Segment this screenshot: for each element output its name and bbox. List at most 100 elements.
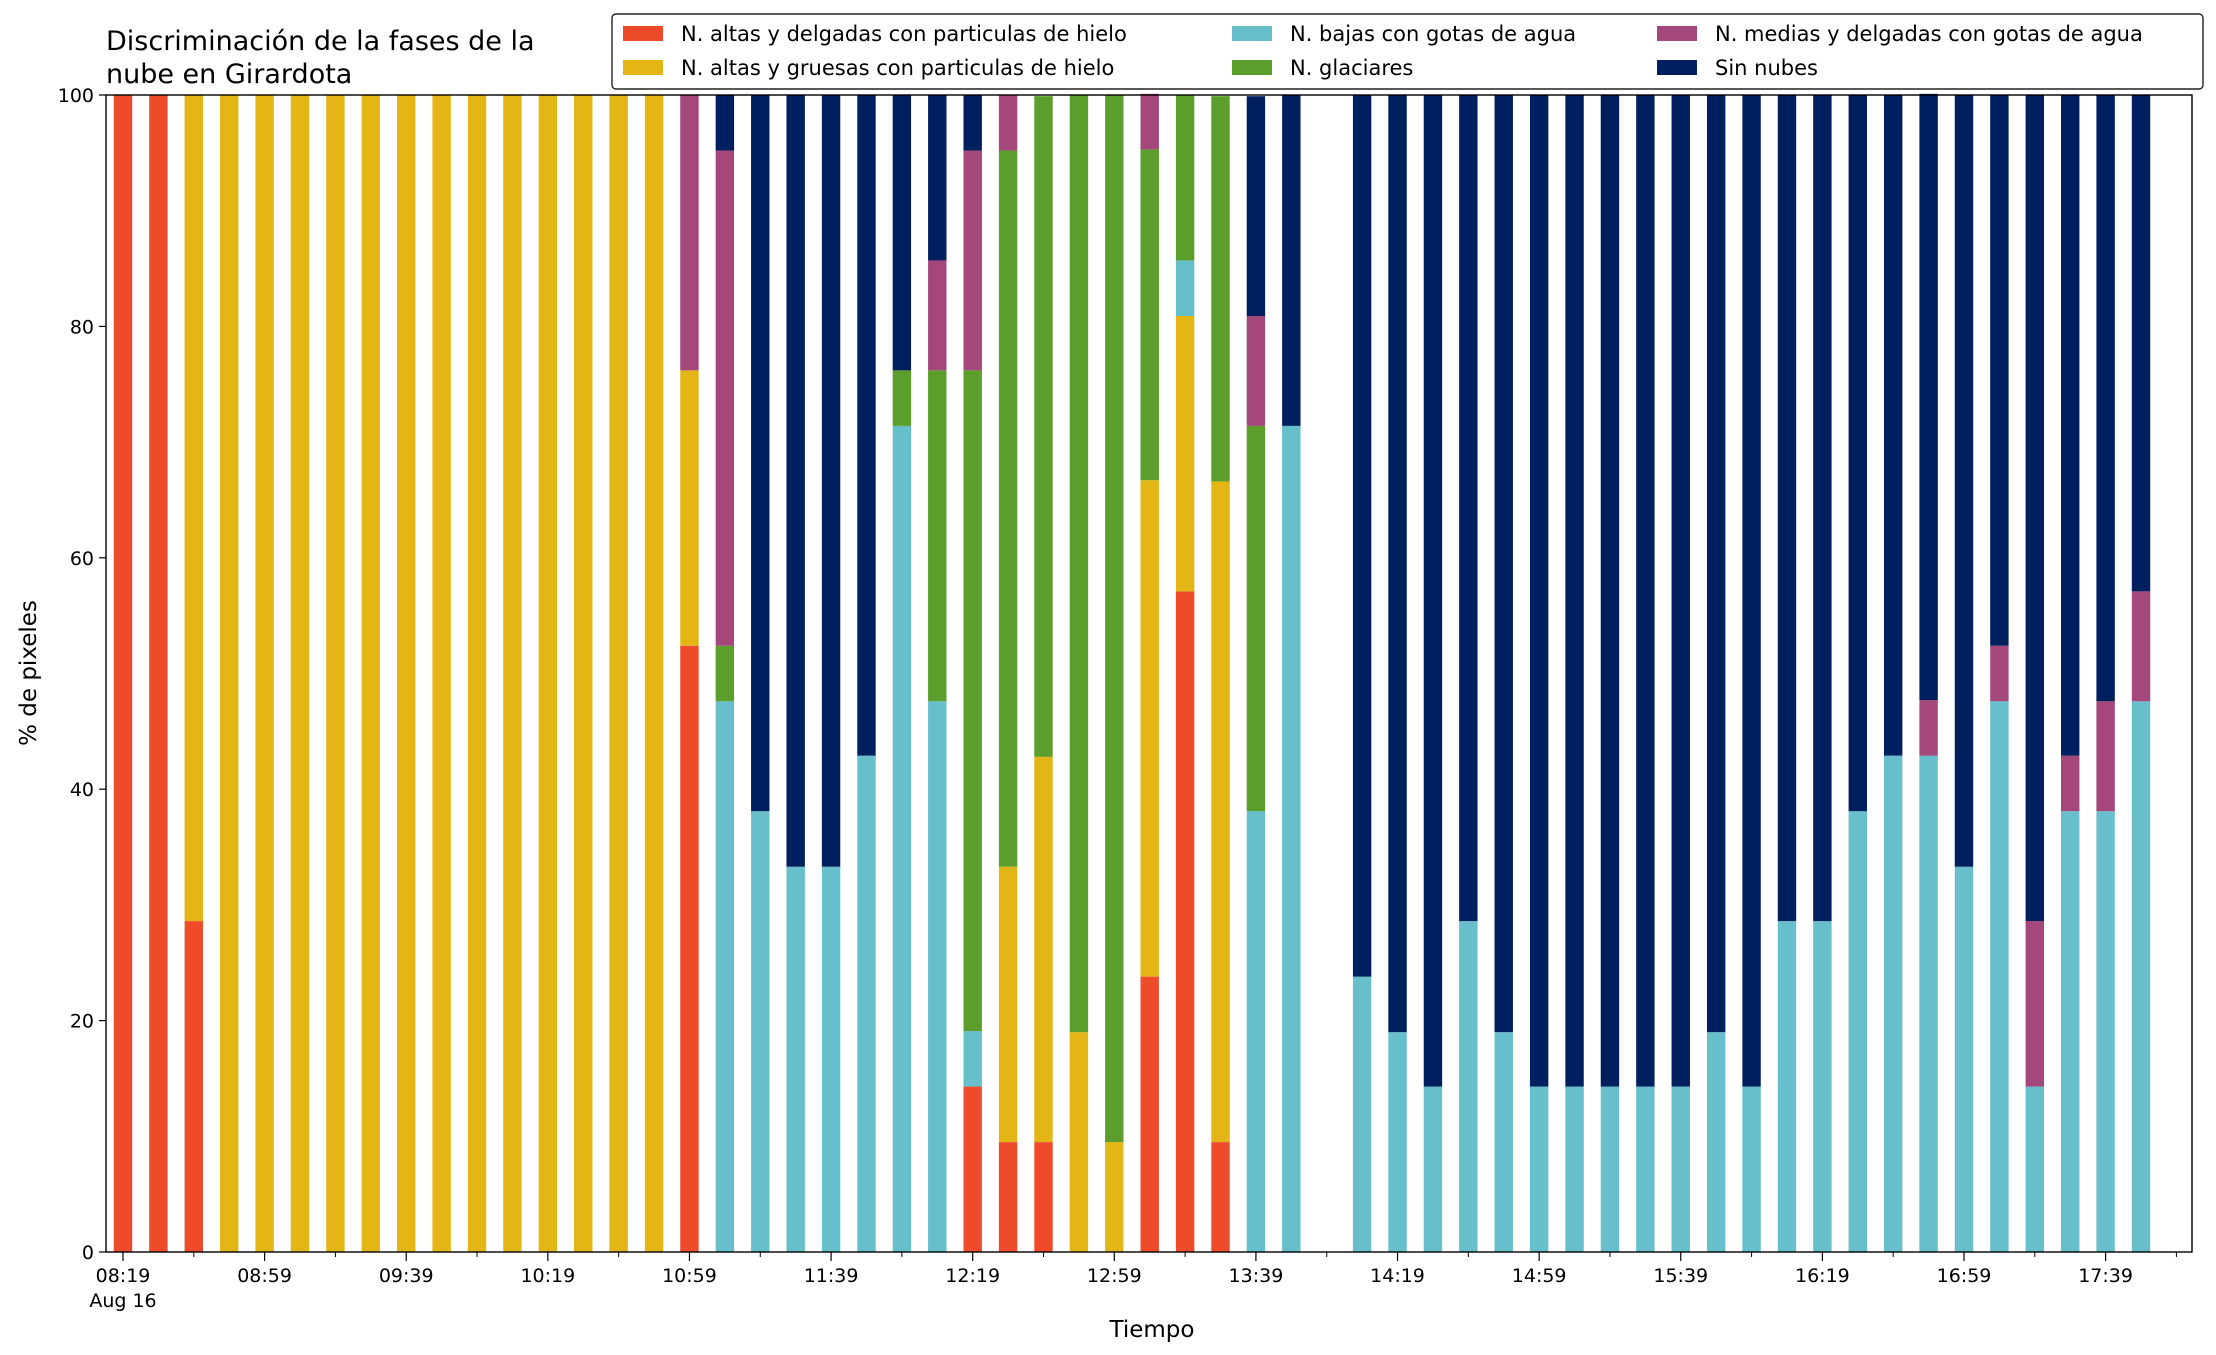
bar-segment [2131, 591, 2151, 702]
bar-segment [184, 95, 204, 922]
bar-segment [998, 1142, 1018, 1252]
bar-segment [1990, 701, 2009, 1252]
bar-segment [397, 95, 416, 1252]
bar-segment [1352, 95, 1372, 977]
bar-segment [786, 95, 805, 867]
x-tick-label: 12:59 [1087, 1265, 1142, 1287]
x-axis-label: Tiempo [1109, 1317, 1195, 1343]
legend-swatch [1657, 26, 1697, 41]
bar-segment [1246, 315, 1266, 426]
bar-segment [963, 1031, 982, 1087]
legend-label: Sin nubes [1715, 56, 1818, 80]
bar-segment [857, 755, 876, 1252]
bar-segment [644, 95, 664, 1252]
bar-segment [1140, 93, 1159, 150]
x-tick-label: 10:59 [662, 1265, 717, 1287]
bar-segment [2061, 811, 2080, 1252]
x-tick-label: 08:59 [237, 1265, 292, 1287]
x-tick-label: 17:39 [2078, 1265, 2133, 1287]
bar-segment [1565, 1086, 1584, 1252]
bar-segment [1211, 1142, 1230, 1252]
bar-segment [2131, 701, 2151, 1252]
bar-segment [609, 95, 628, 1252]
bar-segment [2061, 755, 2080, 812]
bar-segment [751, 811, 770, 1252]
bar-segment [963, 1086, 982, 1252]
bar-segment [1352, 976, 1372, 1252]
bar-segment [715, 701, 735, 1252]
bar-segment [928, 260, 947, 371]
bar-segment [1459, 95, 1478, 922]
bar-segment [2025, 1086, 2045, 1252]
bar-segment [998, 866, 1018, 1143]
bar-segment [503, 95, 522, 1252]
x-tick-label: 10:19 [520, 1265, 575, 1287]
legend-label: N. altas y delgadas con particulas de hi… [681, 22, 1127, 46]
bar-segment [715, 645, 735, 702]
bar-segment [1069, 1032, 1089, 1252]
bar-segment [220, 95, 239, 1252]
bar-segment [1034, 1142, 1053, 1252]
bar-segment [2096, 701, 2115, 812]
bar-segment [892, 370, 912, 426]
bar-segment [113, 95, 133, 1252]
bar-segment [1954, 866, 1974, 1252]
x-tick-label: 11:39 [804, 1265, 859, 1287]
bar-segment [1423, 1086, 1443, 1252]
bar-segment [1742, 95, 1761, 1087]
bar-segment [715, 95, 735, 151]
bar-segment [1919, 700, 1938, 756]
bar-segment [432, 95, 451, 1252]
bar-segment [751, 95, 770, 812]
bar-segment [1600, 95, 1620, 1087]
bar-segment [963, 150, 982, 371]
bar-segment [2025, 95, 2045, 922]
x-tick-label: 15:39 [1653, 1265, 1708, 1287]
bar-segment [1883, 755, 1903, 1252]
bar-segment [467, 95, 487, 1252]
bar-segment [1246, 425, 1266, 812]
bar-segment [2096, 95, 2115, 702]
chart-title: Discriminación de la fases de la [106, 26, 535, 57]
bar-segment [821, 866, 841, 1252]
bar-segment [786, 866, 805, 1252]
bar-segment [1883, 95, 1903, 756]
x-tick-label: 14:19 [1370, 1265, 1425, 1287]
bar-segment [149, 95, 168, 1252]
bar-segment [255, 95, 274, 1252]
bar-segment [680, 645, 699, 1252]
legend-swatch [623, 26, 663, 41]
bar-segment [1990, 95, 2009, 646]
bar-segment [1671, 95, 1690, 1087]
bar-segment [1919, 755, 1938, 1252]
bar-segment [715, 150, 735, 646]
bar-segment [1175, 591, 1195, 1252]
x-tick-label: 12:19 [945, 1265, 1000, 1287]
bar-segment [1848, 95, 1867, 812]
bar-segment [928, 701, 947, 1252]
bar-segment [1777, 921, 1797, 1252]
bar-segment [2131, 95, 2151, 592]
bar-segment [1671, 1086, 1690, 1252]
x-tick-label: 14:59 [1512, 1265, 1567, 1287]
bar-segment [290, 95, 310, 1252]
legend-swatch [1232, 26, 1272, 41]
legend-label: N. altas y gruesas con particulas de hie… [681, 56, 1114, 80]
legend-swatch [623, 60, 663, 75]
y-tick-label: 100 [58, 85, 94, 107]
bar-segment [1069, 95, 1089, 1033]
y-tick-label: 20 [70, 1011, 94, 1033]
bar-segment [892, 425, 912, 1253]
bar-segment [2061, 95, 2080, 756]
y-tick-label: 80 [70, 316, 94, 338]
bar-segment [1706, 95, 1726, 1033]
legend-label: N. glaciares [1290, 56, 1413, 80]
legend-label: N. medias y delgadas con gotas de agua [1715, 22, 2143, 46]
bar-segment [1600, 1086, 1620, 1252]
y-tick-label: 40 [70, 779, 94, 801]
bar-segment [1494, 95, 1513, 1033]
x-tick-label: 16:19 [1795, 1265, 1850, 1287]
bar-segment [1494, 1032, 1513, 1252]
y-axis-label: % de pixeles [16, 600, 42, 746]
